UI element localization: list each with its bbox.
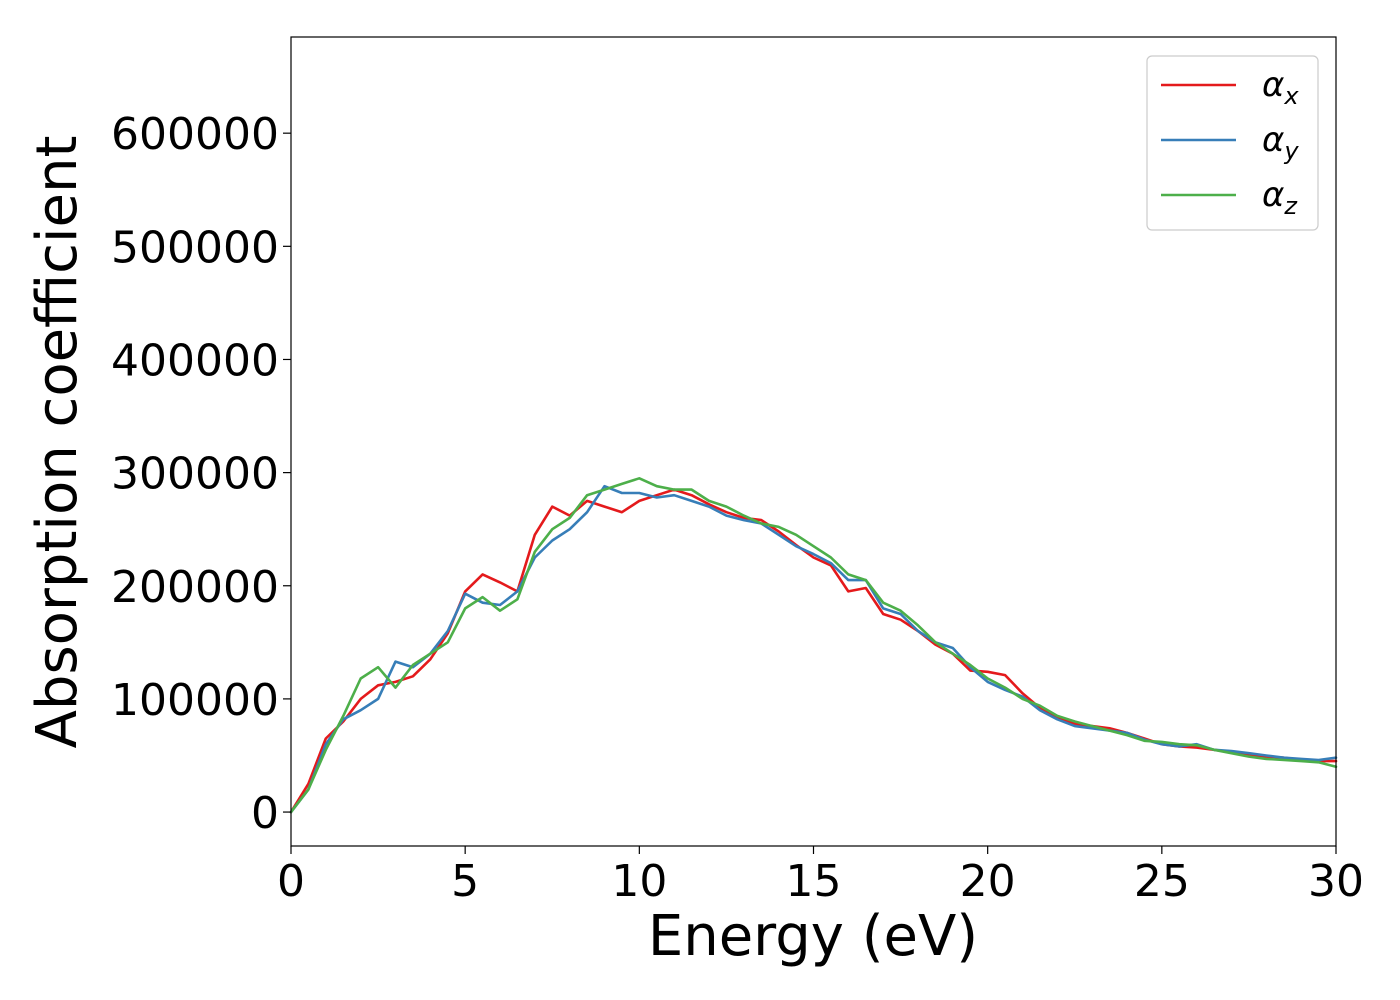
y-tick-label: 300000	[111, 449, 279, 500]
x-tick-label: 25	[1134, 856, 1190, 907]
y-tick-label: 100000	[111, 675, 279, 726]
legend-frame	[1146, 55, 1319, 231]
legend-label-base: α	[1262, 65, 1284, 105]
legend-label-subscript: x	[1283, 82, 1299, 110]
legend-label-base: α	[1262, 120, 1284, 160]
series-line-z	[289, 477, 1338, 814]
x-axis-label: Energy (eV)	[648, 904, 978, 969]
y-axis-label: Absorption coefficient	[25, 136, 90, 749]
x-tick-label: 0	[277, 856, 305, 907]
legend-label-subscript: y	[1283, 137, 1299, 165]
legend-label-x: αx	[1262, 65, 1299, 110]
legend-label-z: αz	[1262, 175, 1298, 220]
legend-label-subscript: z	[1283, 192, 1298, 220]
x-tick-label: 15	[786, 856, 842, 907]
y-tick-label: 400000	[111, 335, 279, 386]
y-axis-ticks: 0 100000 200000 300000 400000 500000 600000	[111, 109, 291, 839]
y-tick-label: 500000	[111, 222, 279, 273]
y-tick-label: 0	[251, 788, 279, 839]
legend-label-y: αy	[1262, 120, 1299, 165]
series-layer	[289, 477, 1338, 814]
x-tick-label: 20	[960, 856, 1016, 907]
x-axis-ticks: 0 5 10 15 20 25 30	[277, 846, 1364, 907]
series-line-y	[289, 484, 1338, 814]
y-tick-label: 600000	[111, 109, 279, 160]
x-tick-label: 10	[611, 856, 667, 907]
x-tick-label: 5	[451, 856, 479, 907]
y-tick-label: 200000	[111, 562, 279, 613]
legend-label-base: α	[1262, 175, 1284, 215]
x-tick-label: 30	[1308, 856, 1364, 907]
